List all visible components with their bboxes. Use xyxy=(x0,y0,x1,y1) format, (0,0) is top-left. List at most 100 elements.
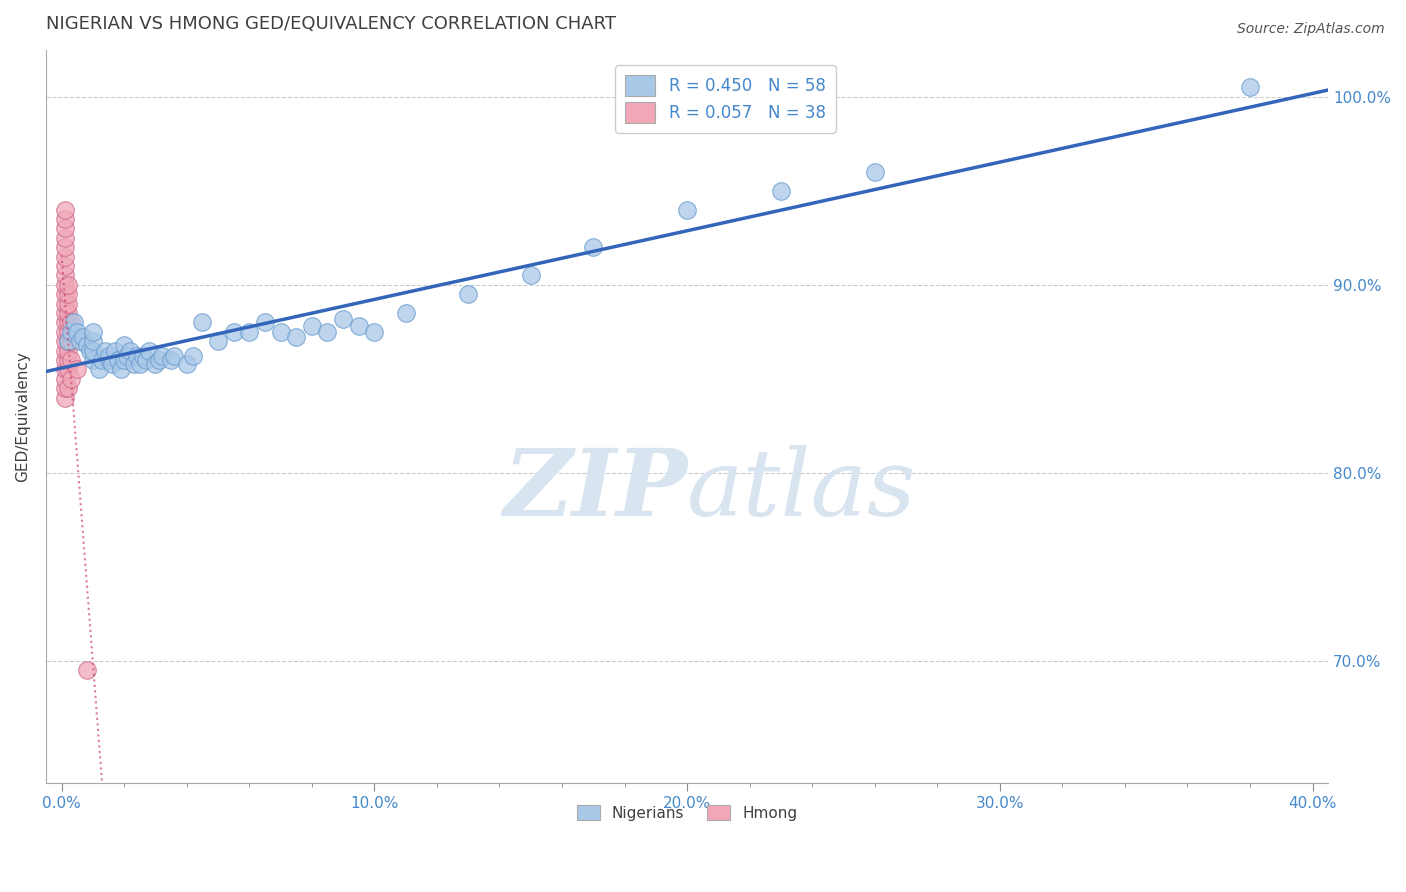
Point xyxy=(91,353,114,368)
Point xyxy=(769,184,792,198)
Point xyxy=(53,381,76,395)
Point xyxy=(207,334,229,349)
Point xyxy=(394,306,416,320)
Point xyxy=(107,353,129,368)
Point xyxy=(238,325,260,339)
Point xyxy=(56,277,79,292)
Point xyxy=(176,357,198,371)
Point xyxy=(53,343,76,358)
Point xyxy=(150,349,173,363)
Point xyxy=(97,353,120,368)
Point xyxy=(56,381,79,395)
Y-axis label: GED/Equivalency: GED/Equivalency xyxy=(15,351,30,482)
Point xyxy=(56,315,79,329)
Point xyxy=(53,296,76,310)
Point xyxy=(53,315,76,329)
Point xyxy=(72,330,94,344)
Point xyxy=(53,202,76,217)
Point xyxy=(76,663,98,677)
Point xyxy=(56,306,79,320)
Point xyxy=(69,334,91,349)
Point xyxy=(122,357,145,371)
Point xyxy=(97,349,120,363)
Point xyxy=(163,349,186,363)
Point xyxy=(59,353,82,368)
Point xyxy=(863,165,886,179)
Point xyxy=(53,334,76,349)
Point xyxy=(1239,80,1261,95)
Point xyxy=(128,357,150,371)
Point xyxy=(53,240,76,254)
Point xyxy=(347,319,370,334)
Point xyxy=(53,287,76,301)
Point xyxy=(270,325,292,339)
Point xyxy=(519,268,541,283)
Point xyxy=(457,287,479,301)
Point xyxy=(100,357,122,371)
Point xyxy=(56,325,79,339)
Point xyxy=(148,353,170,368)
Text: ZIP: ZIP xyxy=(503,445,688,535)
Point xyxy=(332,311,354,326)
Point xyxy=(145,357,167,371)
Point xyxy=(59,334,82,349)
Point xyxy=(53,277,76,292)
Point xyxy=(301,319,323,334)
Point xyxy=(56,353,79,368)
Point xyxy=(53,259,76,273)
Point xyxy=(66,325,89,339)
Point xyxy=(363,325,385,339)
Legend: Nigerians, Hmong: Nigerians, Hmong xyxy=(571,798,804,827)
Point xyxy=(94,343,117,358)
Point xyxy=(56,287,79,301)
Point xyxy=(53,250,76,264)
Point xyxy=(53,372,76,386)
Point xyxy=(112,338,135,352)
Point xyxy=(181,349,204,363)
Point xyxy=(89,362,111,376)
Point xyxy=(53,353,76,368)
Point xyxy=(63,315,86,329)
Point xyxy=(120,343,142,358)
Point xyxy=(53,362,76,376)
Text: Source: ZipAtlas.com: Source: ZipAtlas.com xyxy=(1237,22,1385,37)
Point xyxy=(582,240,605,254)
Point xyxy=(79,343,101,358)
Text: atlas: atlas xyxy=(688,445,917,535)
Point xyxy=(53,268,76,283)
Point xyxy=(222,325,245,339)
Point xyxy=(676,202,699,217)
Point xyxy=(66,362,89,376)
Point xyxy=(59,325,82,339)
Point xyxy=(253,315,276,329)
Point xyxy=(125,349,148,363)
Point xyxy=(316,325,339,339)
Point xyxy=(56,343,79,358)
Point xyxy=(53,212,76,227)
Point xyxy=(117,349,139,363)
Point xyxy=(82,325,104,339)
Point xyxy=(138,343,160,358)
Point xyxy=(135,353,157,368)
Point xyxy=(53,306,76,320)
Point xyxy=(110,362,132,376)
Point xyxy=(53,325,76,339)
Point xyxy=(53,231,76,245)
Point xyxy=(82,343,104,358)
Point xyxy=(59,315,82,329)
Point xyxy=(132,349,155,363)
Point xyxy=(59,372,82,386)
Point xyxy=(53,391,76,405)
Point xyxy=(82,334,104,349)
Point xyxy=(56,362,79,376)
Point xyxy=(56,334,79,349)
Point xyxy=(82,353,104,368)
Point xyxy=(285,330,308,344)
Point xyxy=(56,296,79,310)
Text: NIGERIAN VS HMONG GED/EQUIVALENCY CORRELATION CHART: NIGERIAN VS HMONG GED/EQUIVALENCY CORREL… xyxy=(46,15,616,33)
Point xyxy=(160,353,183,368)
Point xyxy=(104,343,127,358)
Point xyxy=(191,315,214,329)
Point xyxy=(76,338,98,352)
Point xyxy=(56,334,79,349)
